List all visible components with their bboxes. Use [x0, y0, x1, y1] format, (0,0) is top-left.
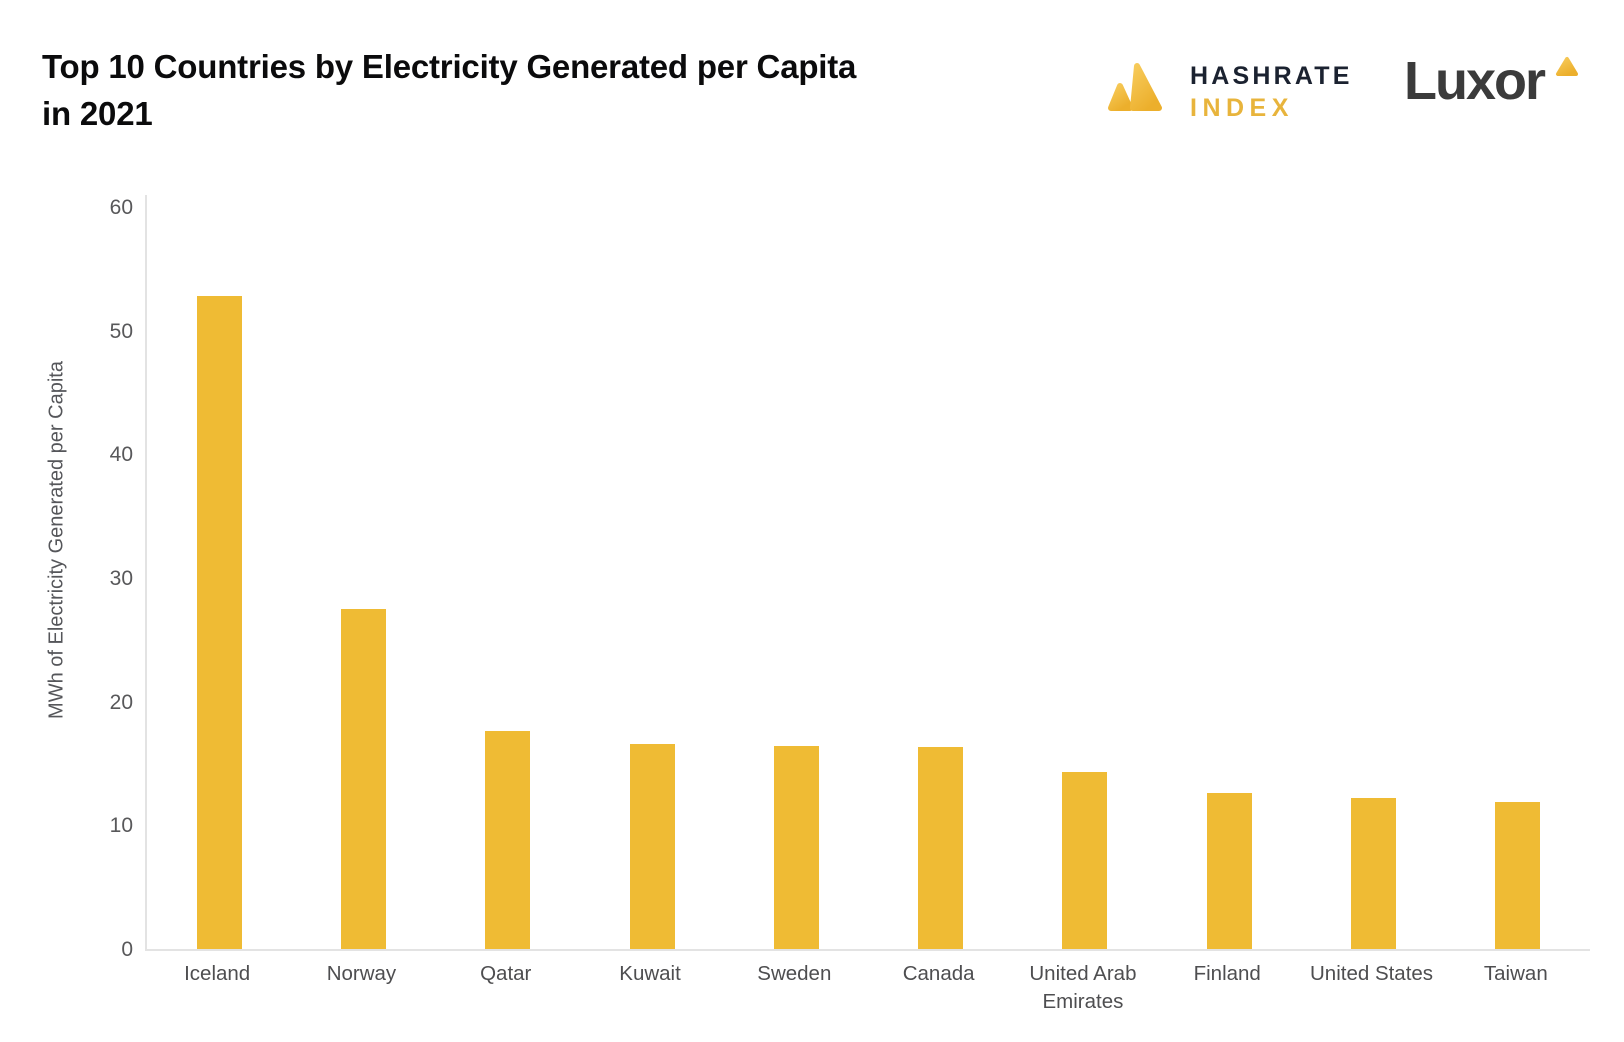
hashrate-label: HASHRATE: [1190, 62, 1353, 90]
x-category-label: United States: [1309, 962, 1434, 985]
y-axis-ticks: 0 10 20 30 40 50 60: [0, 195, 133, 961]
x-category-label: Iceland: [184, 962, 251, 985]
y-tick-label: 60: [109, 196, 133, 219]
plot-area: [145, 195, 1590, 951]
page-title: Top 10 Countries by Electricity Generate…: [42, 48, 857, 132]
x-category-label: Taiwan: [1483, 962, 1548, 985]
index-label: INDEX: [1190, 94, 1294, 122]
bar-column: [291, 195, 435, 949]
y-tick-label: 40: [109, 443, 133, 467]
bar-norway: [340, 608, 386, 949]
bar-kuwait: [629, 743, 675, 949]
bar-united-arab-emirates: [1062, 772, 1108, 949]
bar-column: [147, 195, 291, 949]
x-category-label: United Arab Emirates: [1029, 962, 1137, 1013]
x-category-label: Qatar: [480, 962, 532, 985]
bar-iceland: [196, 296, 242, 949]
bar-canada: [918, 747, 964, 949]
y-tick-label: 10: [109, 814, 133, 838]
bar-column: [868, 195, 1012, 949]
luxor-logo: Luxor: [1404, 51, 1580, 111]
luxor-wordmark: Luxor: [1404, 51, 1546, 111]
x-category-label: Canada: [902, 962, 975, 985]
bar-finland: [1206, 793, 1252, 949]
bar-column: [1301, 195, 1445, 949]
bar-column: [1446, 195, 1590, 949]
bar-qatar: [485, 731, 531, 949]
x-axis-labels: Iceland Norway Qatar Kuwait Sweden Canada Unit…: [145, 960, 1588, 1015]
bar-column: [1157, 195, 1301, 949]
hashrate-index-wordmark: HASHRATE INDEX: [1190, 62, 1353, 123]
x-category-label: Norway: [326, 962, 397, 985]
bar-column: [1013, 195, 1157, 949]
hashrate-index-logo: HASHRATE INDEX: [1106, 62, 1353, 123]
bar-taiwan: [1495, 801, 1541, 949]
hashrate-index-triangles-icon: [1108, 63, 1162, 111]
x-category-label: Kuwait: [619, 962, 681, 985]
x-category-label: Finland: [1193, 962, 1261, 985]
y-tick-label: 0: [121, 938, 133, 961]
bar-united-states: [1351, 798, 1397, 949]
bar-sweden: [773, 746, 819, 949]
x-category-label: Sweden: [757, 962, 832, 985]
bar-column: [436, 195, 580, 949]
bar-column: [724, 195, 868, 949]
y-tick-label: 20: [109, 690, 133, 714]
bar-column: [580, 195, 724, 949]
y-tick-label: 50: [109, 319, 133, 343]
luxor-triangle-icon: [1556, 57, 1579, 76]
y-tick-label: 30: [109, 567, 133, 590]
